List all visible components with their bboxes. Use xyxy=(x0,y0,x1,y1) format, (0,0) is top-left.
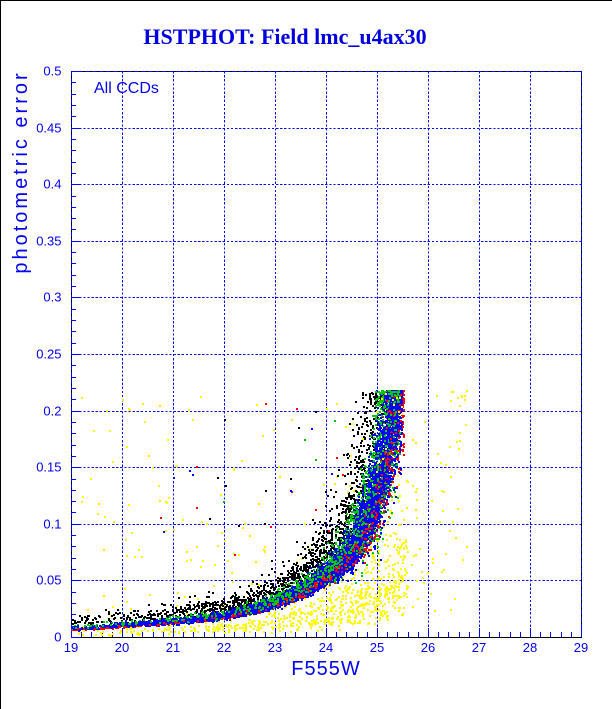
svg-text:0.3: 0.3 xyxy=(43,290,61,305)
svg-text:25: 25 xyxy=(370,640,384,655)
svg-text:27: 27 xyxy=(472,640,486,655)
svg-text:0.05: 0.05 xyxy=(36,573,61,588)
svg-text:0.35: 0.35 xyxy=(36,234,61,249)
svg-text:28: 28 xyxy=(523,640,537,655)
svg-text:0.5: 0.5 xyxy=(43,64,61,79)
svg-text:All CCDs: All CCDs xyxy=(94,80,159,97)
svg-text:0.15: 0.15 xyxy=(36,460,61,475)
svg-text:0.45: 0.45 xyxy=(36,121,61,136)
svg-text:24: 24 xyxy=(319,640,333,655)
svg-text:26: 26 xyxy=(421,640,435,655)
svg-text:23: 23 xyxy=(268,640,282,655)
svg-text:29: 29 xyxy=(574,640,588,655)
svg-text:photometric error: photometric error xyxy=(10,70,32,273)
svg-text:0: 0 xyxy=(54,630,61,645)
svg-text:0.4: 0.4 xyxy=(43,177,61,192)
svg-text:0.2: 0.2 xyxy=(43,404,61,419)
svg-text:19: 19 xyxy=(64,640,78,655)
svg-text:HSTPHOT: Field lmc_u4ax30: HSTPHOT: Field lmc_u4ax30 xyxy=(143,24,426,49)
svg-text:21: 21 xyxy=(166,640,180,655)
svg-text:F555W: F555W xyxy=(291,658,360,680)
svg-text:0.1: 0.1 xyxy=(43,517,61,532)
svg-text:20: 20 xyxy=(115,640,129,655)
svg-text:0.25: 0.25 xyxy=(36,347,61,362)
svg-text:22: 22 xyxy=(217,640,231,655)
